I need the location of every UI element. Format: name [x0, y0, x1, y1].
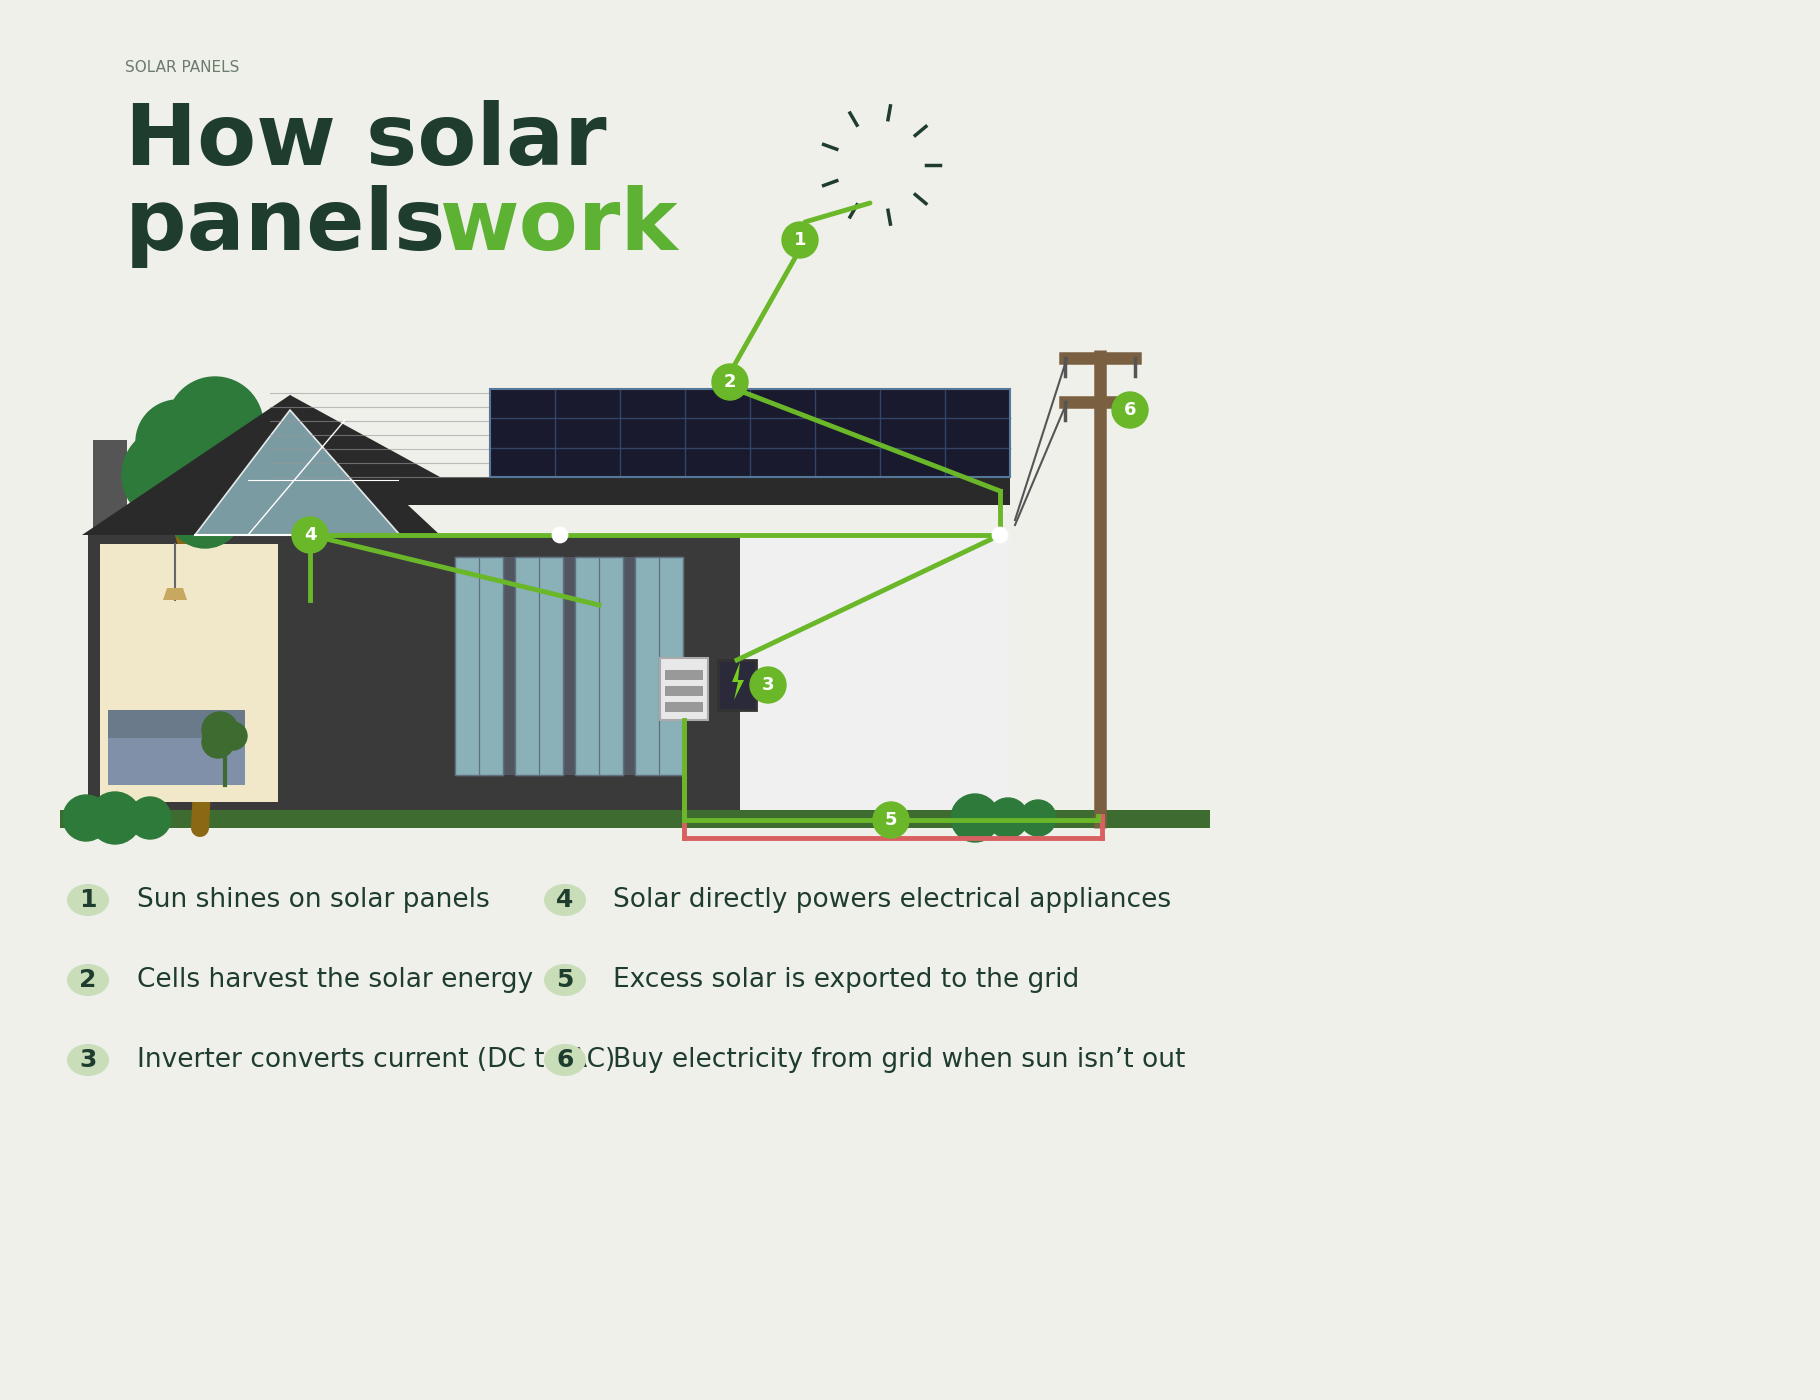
Polygon shape: [164, 588, 187, 601]
Circle shape: [122, 427, 218, 524]
Circle shape: [64, 795, 109, 841]
Text: 2: 2: [724, 372, 737, 391]
Text: 5: 5: [885, 811, 897, 829]
Polygon shape: [732, 662, 744, 700]
FancyBboxPatch shape: [515, 557, 562, 776]
Polygon shape: [107, 729, 246, 785]
Circle shape: [1112, 392, 1148, 428]
Circle shape: [712, 364, 748, 400]
Circle shape: [750, 666, 786, 703]
Circle shape: [167, 472, 244, 547]
FancyBboxPatch shape: [455, 557, 502, 776]
Circle shape: [193, 442, 277, 526]
Text: 6: 6: [1123, 400, 1136, 419]
FancyBboxPatch shape: [635, 557, 682, 776]
Ellipse shape: [67, 1044, 109, 1077]
Polygon shape: [269, 395, 440, 505]
Ellipse shape: [67, 883, 109, 916]
Text: Excess solar is exported to the grid: Excess solar is exported to the grid: [613, 967, 1079, 993]
Circle shape: [952, 794, 999, 841]
FancyBboxPatch shape: [664, 701, 703, 713]
Text: 4: 4: [557, 888, 573, 911]
Text: 1: 1: [80, 888, 96, 911]
Text: 6: 6: [557, 1049, 573, 1072]
Text: 2: 2: [80, 967, 96, 993]
Circle shape: [291, 517, 328, 553]
Text: How solar: How solar: [126, 99, 606, 183]
Text: Sun shines on solar panels: Sun shines on solar panels: [136, 888, 490, 913]
FancyBboxPatch shape: [575, 557, 622, 776]
FancyBboxPatch shape: [107, 710, 246, 738]
FancyBboxPatch shape: [661, 658, 708, 720]
Text: 4: 4: [304, 526, 317, 545]
Circle shape: [129, 797, 171, 839]
Circle shape: [218, 722, 248, 750]
FancyBboxPatch shape: [87, 535, 288, 811]
Ellipse shape: [544, 883, 586, 916]
Ellipse shape: [544, 965, 586, 995]
FancyBboxPatch shape: [515, 557, 562, 776]
Text: panels: panels: [126, 185, 475, 267]
FancyBboxPatch shape: [455, 557, 682, 776]
FancyBboxPatch shape: [635, 557, 682, 776]
Text: 3: 3: [80, 1049, 96, 1072]
Ellipse shape: [67, 965, 109, 995]
Circle shape: [994, 528, 1006, 542]
Circle shape: [553, 528, 568, 542]
Circle shape: [202, 727, 235, 757]
FancyBboxPatch shape: [490, 389, 1010, 477]
FancyBboxPatch shape: [741, 535, 1010, 811]
FancyBboxPatch shape: [269, 535, 1010, 811]
Circle shape: [147, 398, 264, 512]
Text: Solar directly powers electrical appliances: Solar directly powers electrical applian…: [613, 888, 1170, 913]
FancyBboxPatch shape: [664, 686, 703, 696]
Circle shape: [783, 223, 817, 258]
FancyBboxPatch shape: [719, 659, 755, 710]
FancyBboxPatch shape: [269, 477, 1010, 505]
Polygon shape: [82, 395, 440, 535]
Text: 1: 1: [794, 231, 806, 249]
Circle shape: [136, 400, 220, 484]
FancyBboxPatch shape: [575, 557, 622, 776]
FancyBboxPatch shape: [93, 440, 127, 535]
Text: SOLAR PANELS: SOLAR PANELS: [126, 60, 240, 76]
Circle shape: [202, 713, 238, 748]
Ellipse shape: [544, 1044, 586, 1077]
FancyBboxPatch shape: [664, 671, 703, 680]
Text: work: work: [440, 185, 679, 267]
Text: 5: 5: [557, 967, 573, 993]
Polygon shape: [195, 410, 400, 535]
Circle shape: [1019, 799, 1056, 836]
Text: Cells harvest the solar energy: Cells harvest the solar energy: [136, 967, 533, 993]
Circle shape: [167, 377, 264, 473]
FancyBboxPatch shape: [455, 557, 502, 776]
Text: Inverter converts current (DC to AC): Inverter converts current (DC to AC): [136, 1047, 615, 1072]
Text: Buy electricity from grid when sun isn’t out: Buy electricity from grid when sun isn’t…: [613, 1047, 1185, 1072]
Circle shape: [89, 792, 140, 844]
FancyBboxPatch shape: [60, 811, 1210, 827]
Circle shape: [988, 798, 1028, 839]
Text: 3: 3: [763, 676, 773, 694]
FancyBboxPatch shape: [100, 545, 278, 802]
Circle shape: [874, 802, 908, 839]
